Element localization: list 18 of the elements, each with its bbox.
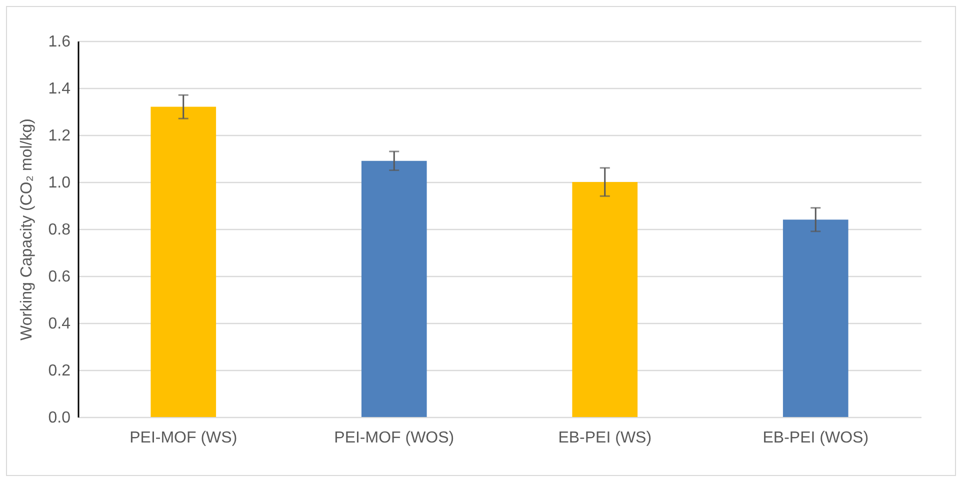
bar — [782, 220, 848, 417]
y-tick-label: 1.4 — [48, 80, 71, 98]
y-tick-label: 1.2 — [48, 128, 71, 144]
x-tick-label: EB-PEI (WOS) — [762, 430, 869, 446]
y-axis-title: Working Capacity (CO₂ mol/kg) — [18, 118, 36, 340]
y-tick-label: 0.8 — [48, 222, 71, 238]
y-tick-label: 0.0 — [48, 410, 71, 426]
bar — [572, 182, 638, 417]
y-tick-label: 1.6 — [48, 34, 71, 50]
x-tick-label: PEI-MOF (WS) — [130, 430, 238, 446]
y-tick-label: 0.2 — [48, 362, 71, 380]
y-tick-label: 1.0 — [48, 174, 71, 192]
bar — [361, 160, 427, 417]
x-tick-label: EB-PEI (WS) — [558, 430, 652, 446]
y-tick-label: 0.6 — [48, 268, 71, 286]
bar — [150, 106, 216, 417]
x-tick-label: PEI-MOF (WOS) — [334, 430, 454, 446]
y-tick-label: 0.4 — [48, 316, 71, 332]
